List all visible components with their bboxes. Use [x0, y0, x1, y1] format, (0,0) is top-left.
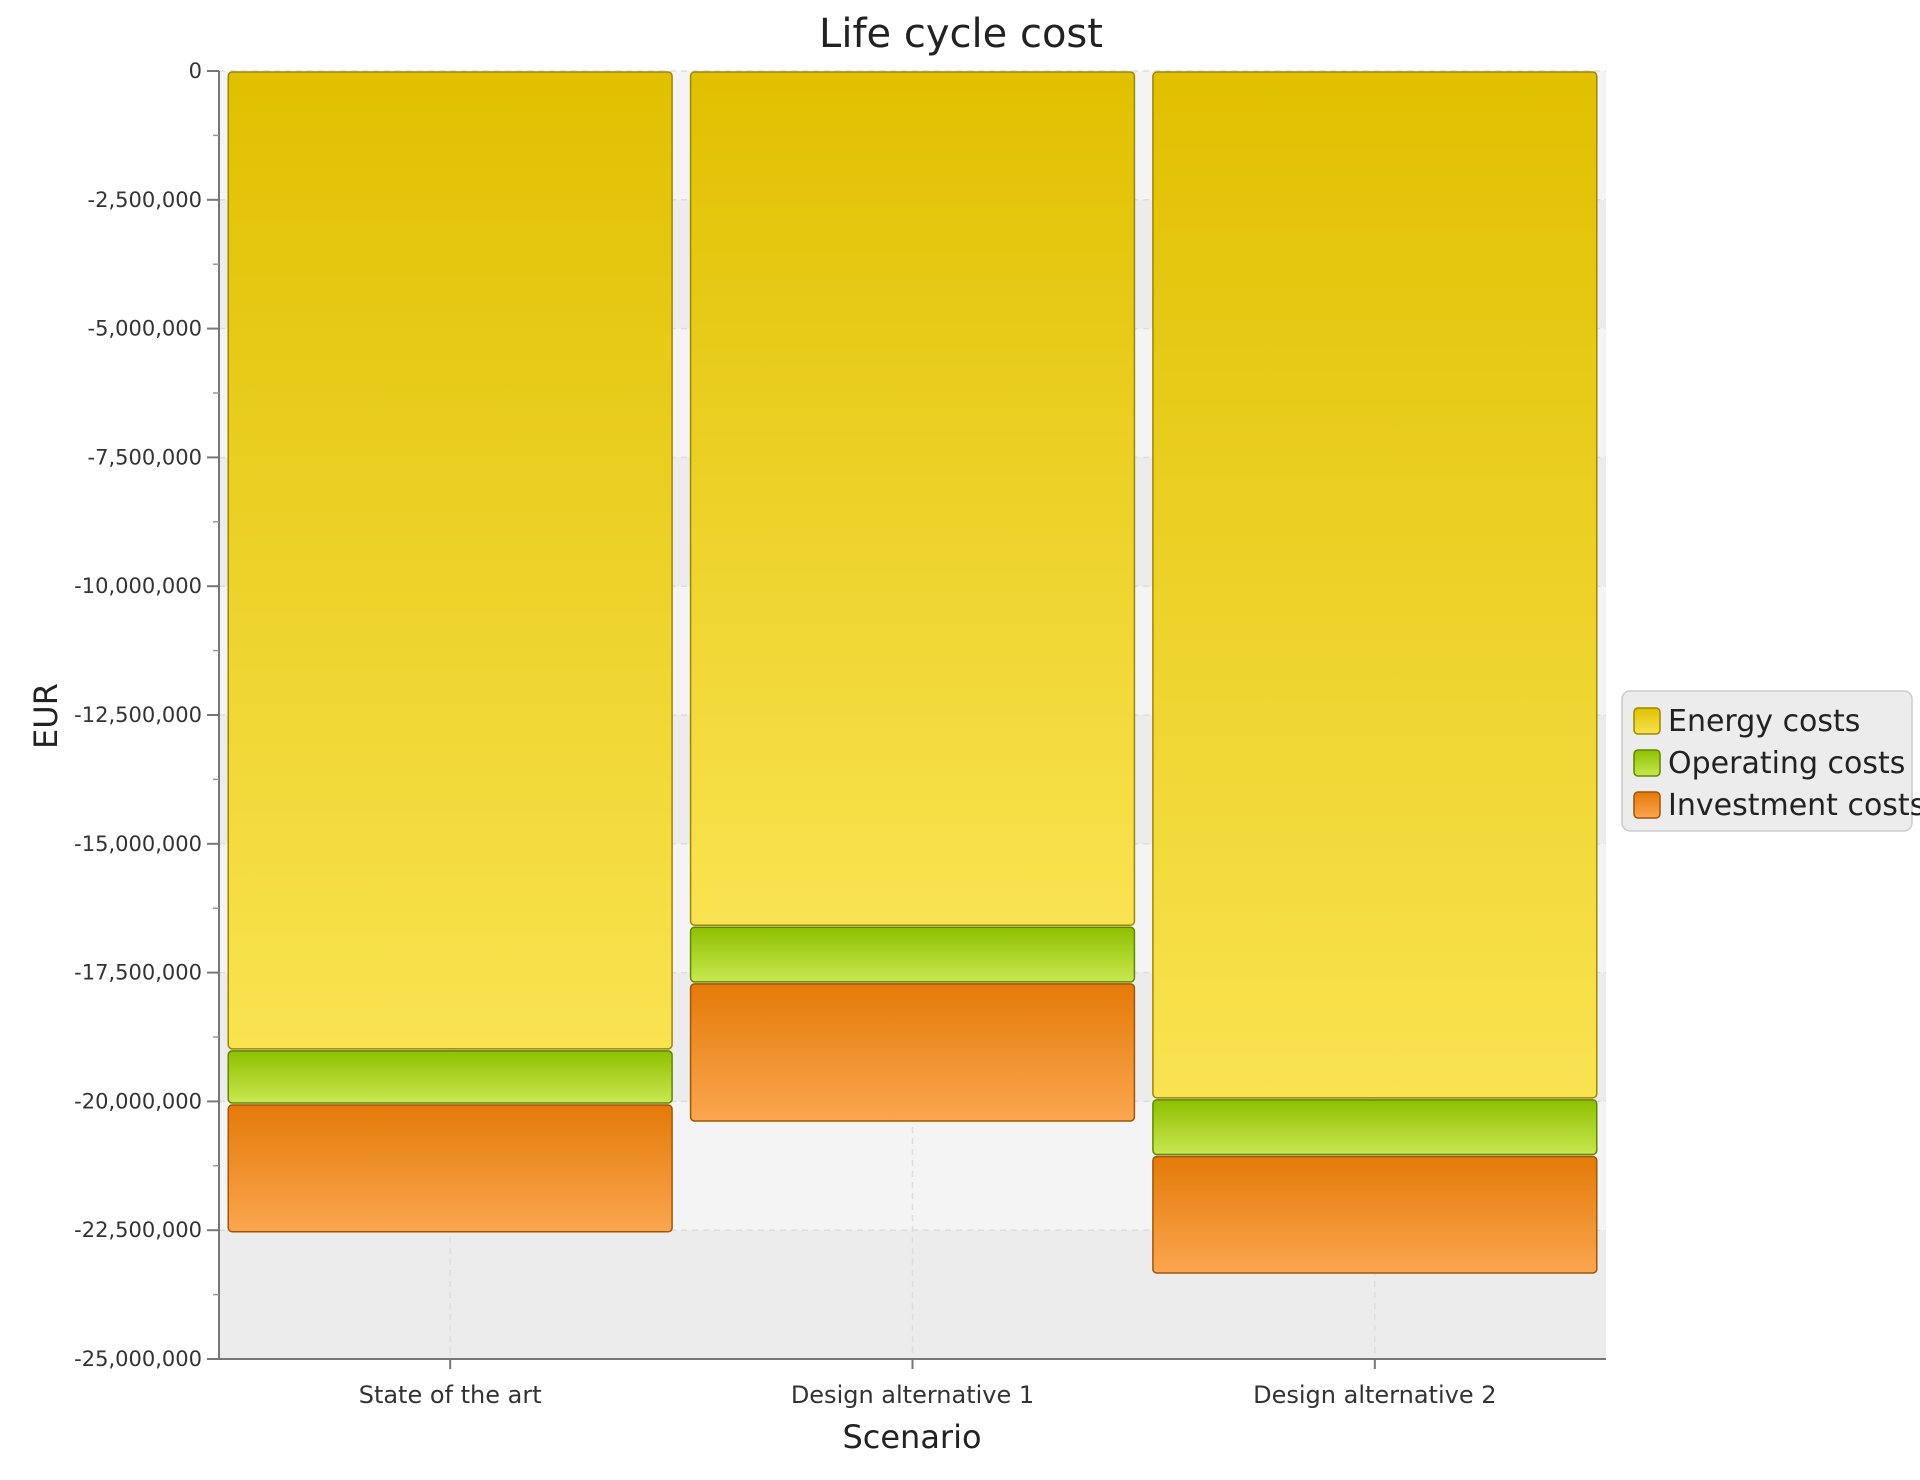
bar-investment-costs-design-alternative-2 — [1152, 1155, 1598, 1274]
legend-swatch-investment-costs — [1633, 791, 1661, 819]
x-tick-label: State of the art — [359, 1381, 542, 1409]
y-tick-label: -2,500,000 — [88, 188, 202, 212]
x-axis-title: Scenario — [842, 1418, 981, 1456]
y-tick-label: -10,000,000 — [74, 574, 202, 598]
legend-swatch-energy-costs — [1633, 707, 1661, 735]
y-tick-label: -20,000,000 — [74, 1089, 202, 1113]
y-axis-title: EUR — [27, 683, 65, 749]
y-tick-label: -25,000,000 — [74, 1347, 202, 1371]
chart-title: Life cycle cost — [819, 11, 1103, 57]
bar-energy-costs-state-of-the-art — [227, 71, 673, 1050]
y-tick-label: -7,500,000 — [88, 445, 202, 469]
y-tick-label: -17,500,000 — [74, 961, 202, 985]
bar-energy-costs-design-alternative-1 — [689, 71, 1136, 926]
legend-box — [1621, 690, 1913, 832]
x-tick-label: Design alternative 1 — [791, 1381, 1034, 1409]
bar-operating-costs-state-of-the-art — [227, 1050, 673, 1104]
y-tick-label: -12,500,000 — [74, 703, 202, 727]
legend-label-energy-costs: Energy costs — [1668, 704, 1860, 739]
x-tick-label: Design alternative 2 — [1253, 1381, 1496, 1409]
bar-energy-costs-design-alternative-2 — [1152, 71, 1598, 1099]
legend-label-operating-costs: Operating costs — [1668, 746, 1905, 781]
plot-area: 0 -2,500,000 -5,000,000 -7,500,000 -10,000,0… — [74, 59, 1606, 1409]
y-tick-label: -22,500,000 — [74, 1218, 202, 1242]
legend-swatch-operating-costs — [1633, 749, 1661, 777]
y-tick-label: 0 — [189, 59, 202, 83]
bar-operating-costs-design-alternative-1 — [689, 926, 1136, 983]
legend-label-investment-costs: Investment costs — [1668, 788, 1920, 823]
bar-operating-costs-design-alternative-2 — [1152, 1099, 1598, 1156]
y-tick-label: -15,000,000 — [74, 832, 202, 856]
bar-investment-costs-design-alternative-1 — [689, 983, 1136, 1122]
legend: Energy costs Operating costs Investment co… — [1621, 690, 1920, 832]
bar-investment-costs-state-of-the-art — [227, 1104, 673, 1233]
y-tick-label: -5,000,000 — [88, 317, 202, 341]
